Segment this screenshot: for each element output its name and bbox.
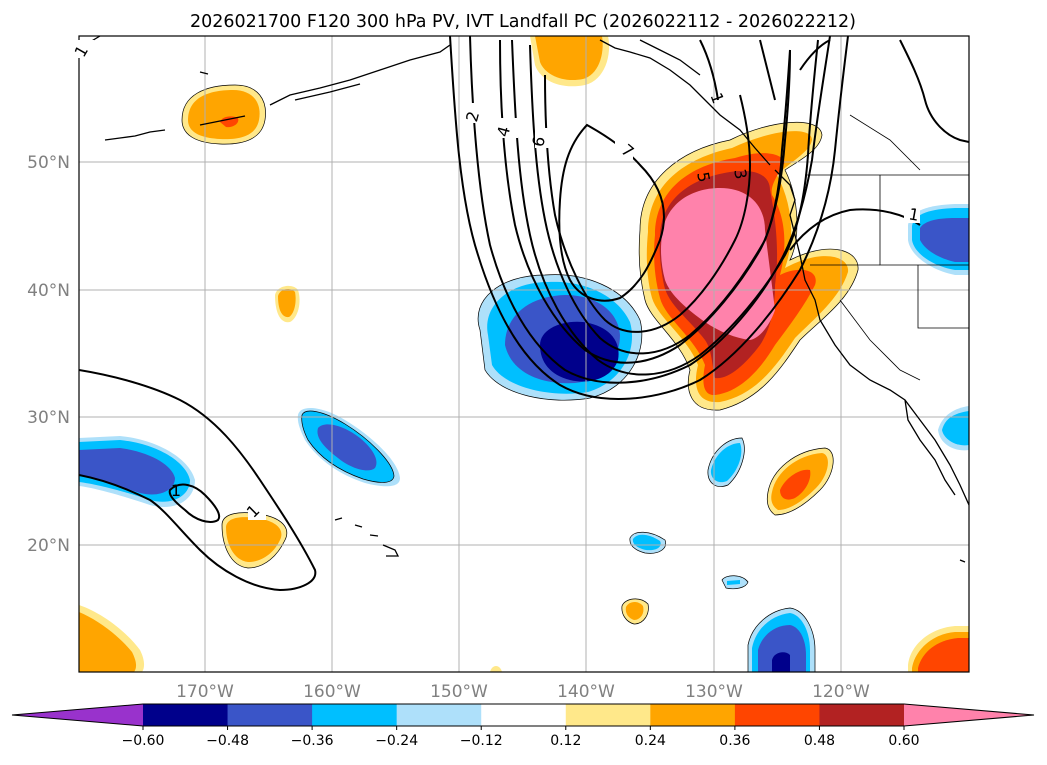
colorbar-label: 0.60 [888, 733, 919, 749]
coastlines [79, 36, 969, 563]
colorbar-label: −0.60 [122, 733, 165, 749]
lon-label: 150°W [430, 682, 488, 702]
colorbar-cell [650, 704, 736, 726]
colorbar-label: 0.24 [635, 733, 666, 749]
colorbar: −0.60 −0.48 −0.36 −0.24 −0.12 0.12 0.24 0.36 0.4… [11, 703, 1035, 749]
colorbar-cell [481, 704, 567, 726]
colorbar-extend-max [904, 704, 1034, 726]
map-frame [78, 35, 970, 673]
colorbar-label: 0.12 [550, 733, 581, 749]
lon-label: 140°W [557, 682, 615, 702]
anomaly-outlines [181, 84, 859, 672]
contour-label: 2 [462, 109, 483, 124]
longitude-labels: 170°W 160°W 150°W 140°W 130°W 120°W [176, 682, 870, 702]
lat-label: 40°N [27, 281, 70, 301]
map-panel: 1 2 4 6 7 5 3 1 1 1 1 170°W 160°W 150°W … [27, 35, 970, 702]
colorbar-label: 0.48 [804, 733, 835, 749]
colorbar-cell [396, 704, 482, 726]
colorbar-cell [312, 704, 398, 726]
colorbar-label: −0.48 [206, 733, 249, 749]
colorbar-cell [143, 704, 229, 726]
lat-label: 20°N [27, 536, 70, 556]
colorbar-ticks: −0.60 −0.48 −0.36 −0.24 −0.12 0.12 0.24 0.36 0.4… [122, 726, 920, 749]
contour-label: 4 [493, 124, 514, 139]
lat-label: 50°N [27, 153, 70, 173]
contour-label: 6 [528, 134, 549, 149]
shaded-fields [79, 36, 969, 672]
contour-label: 1 [171, 481, 181, 500]
positive-anomaly-corners [79, 605, 969, 672]
colorbar-cell [565, 704, 651, 726]
negative-anomaly-others [79, 204, 969, 672]
positive-anomaly-small [222, 285, 834, 672]
lon-label: 130°W [685, 682, 743, 702]
contour-labels: 1 2 4 6 7 5 3 1 1 1 1 [70, 40, 921, 521]
colorbar-label: −0.24 [375, 733, 418, 749]
contour-label: 1 [907, 204, 920, 224]
latitude-labels: 50°N 40°N 30°N 20°N [27, 153, 70, 556]
contour-label: 5 [693, 170, 713, 183]
colorbar-extend-min [12, 704, 143, 726]
lon-label: 170°W [176, 682, 234, 702]
colorbar-label: −0.36 [291, 733, 334, 749]
colorbar-cell [227, 704, 313, 726]
colorbar-label: 0.36 [719, 733, 750, 749]
ivt-contours [79, 36, 969, 592]
map-title: 2026021700 F120 300 hPa PV, IVT Landfall… [190, 12, 856, 32]
contour-label: 3 [730, 167, 750, 180]
lon-label: 120°W [812, 682, 870, 702]
colorbar-label: −0.12 [460, 733, 503, 749]
positive-anomaly-aleutian [182, 85, 266, 145]
colorbar-cell [819, 704, 905, 726]
colorbar-cells [143, 704, 905, 726]
lat-label: 30°N [27, 408, 70, 428]
colorbar-cell [734, 704, 820, 726]
lon-label: 160°W [303, 682, 361, 702]
